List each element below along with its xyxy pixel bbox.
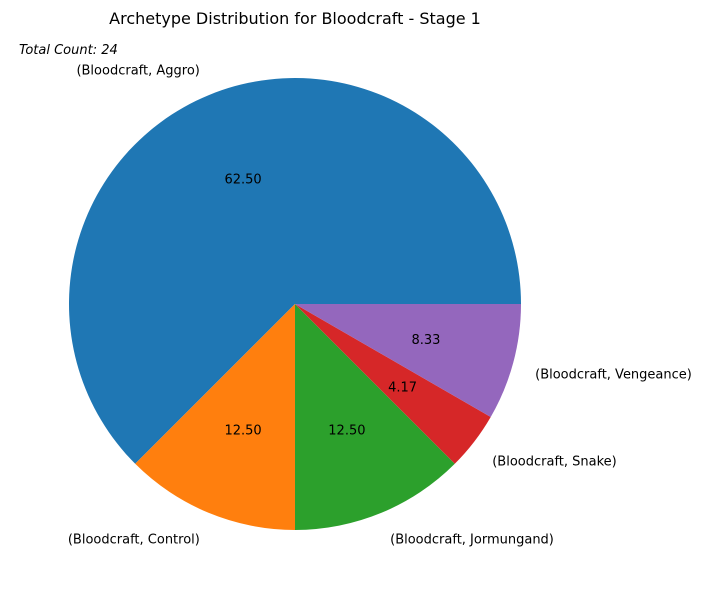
category-label-bloodcraft-snake: (Bloodcraft, Snake) <box>492 454 617 469</box>
chart-title: Archetype Distribution for Bloodcraft - … <box>109 9 481 28</box>
pie-slices <box>69 77 521 530</box>
category-labels: (Bloodcraft, Aggro) (Bloodcraft, Control)… <box>68 63 692 547</box>
pie-slice-bloodcraft-jormungand <box>295 304 455 530</box>
category-label-bloodcraft-jormungand: (Bloodcraft, Jormungand) <box>390 533 554 548</box>
percent-labels: 62.50 12.50 12.50 4.17 8.33 <box>224 173 440 439</box>
percent-label-bloodcraft-snake: 4.17 <box>388 381 417 396</box>
percent-label-bloodcraft-vengeance: 8.33 <box>412 333 441 348</box>
pie-slice-bloodcraft-vengeance <box>295 304 521 417</box>
pie-slice-bloodcraft-snake <box>295 304 491 464</box>
percent-label-bloodcraft-control: 12.50 <box>224 423 261 438</box>
category-label-bloodcraft-vengeance: (Bloodcraft, Vengeance) <box>535 367 692 382</box>
category-label-bloodcraft-aggro: (Bloodcraft, Aggro) <box>76 63 199 78</box>
pie-slice-bloodcraft-aggro <box>69 77 521 464</box>
percent-label-bloodcraft-aggro: 62.50 <box>224 173 261 188</box>
category-label-bloodcraft-control: (Bloodcraft, Control) <box>68 533 200 548</box>
pie-slice-bloodcraft-control <box>135 304 295 530</box>
percent-label-bloodcraft-jormungand: 12.50 <box>328 423 365 438</box>
total-count-annotation: Total Count: 24 <box>19 43 118 58</box>
